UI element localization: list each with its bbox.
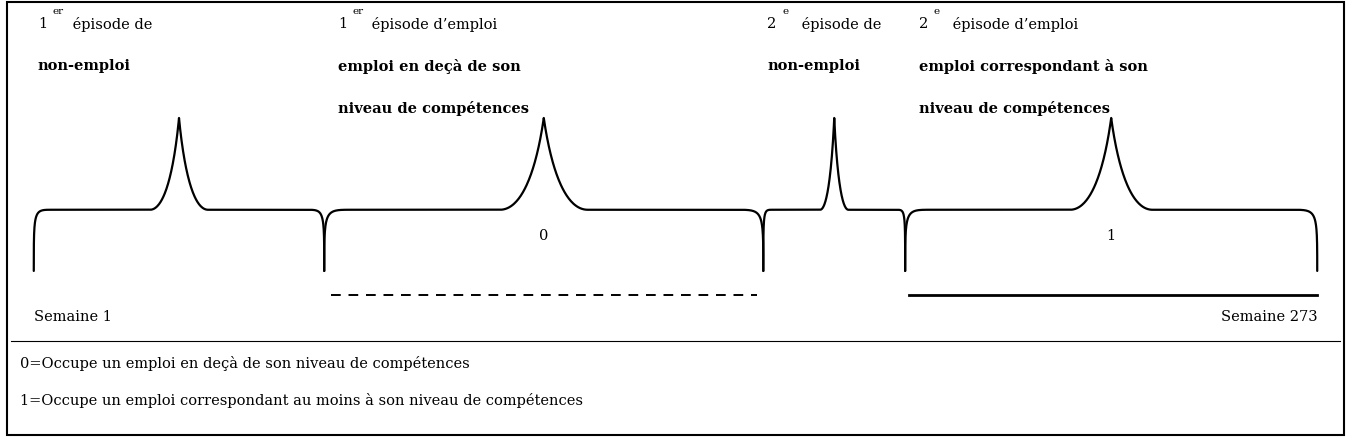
Text: e: e xyxy=(782,7,789,16)
Text: 1: 1 xyxy=(38,17,47,31)
FancyBboxPatch shape xyxy=(7,2,1344,435)
Text: épisode d’emploi: épisode d’emploi xyxy=(367,17,497,32)
Text: emploi en deçà de son: emploi en deçà de son xyxy=(338,59,520,74)
Text: Semaine 273: Semaine 273 xyxy=(1220,310,1317,324)
Text: non-emploi: non-emploi xyxy=(767,59,861,73)
Text: Semaine 1: Semaine 1 xyxy=(34,310,112,324)
Text: 2: 2 xyxy=(767,17,777,31)
Text: 1: 1 xyxy=(1106,229,1116,243)
Text: épisode d’emploi: épisode d’emploi xyxy=(948,17,1078,32)
Text: niveau de compétences: niveau de compétences xyxy=(338,101,528,115)
Text: épisode de: épisode de xyxy=(68,17,151,32)
Text: 2: 2 xyxy=(919,17,928,31)
Text: 0: 0 xyxy=(539,229,549,243)
Text: non-emploi: non-emploi xyxy=(38,59,131,73)
Text: niveau de compétences: niveau de compétences xyxy=(919,101,1109,115)
Text: 0=Occupe un emploi en deçà de son niveau de compétences: 0=Occupe un emploi en deçà de son niveau… xyxy=(20,356,470,371)
Text: emploi correspondant à son: emploi correspondant à son xyxy=(919,59,1147,74)
Text: e: e xyxy=(934,7,940,16)
Text: 1=Occupe un emploi correspondant au moins à son niveau de compétences: 1=Occupe un emploi correspondant au moin… xyxy=(20,393,584,408)
Text: er: er xyxy=(353,7,363,16)
Text: épisode de: épisode de xyxy=(797,17,881,32)
Text: 1: 1 xyxy=(338,17,347,31)
Text: er: er xyxy=(53,7,63,16)
